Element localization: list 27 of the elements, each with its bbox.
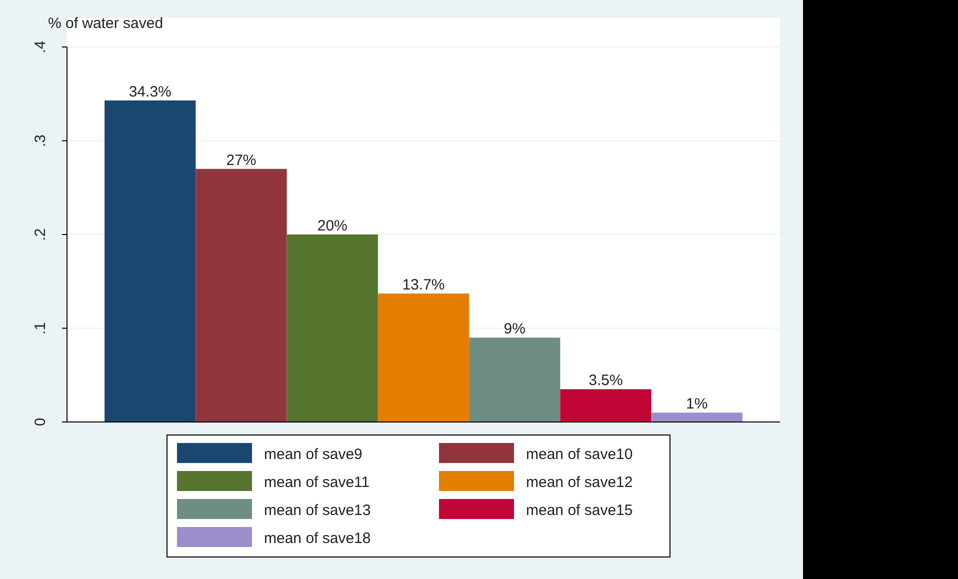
data-label: 27% [226,152,256,169]
legend-label: mean of save15 [526,502,633,519]
bar [104,100,196,422]
y-axis-title: % of water saved [48,15,164,32]
legend-label: mean of save10 [526,446,633,463]
data-label: 34.3% [128,83,172,100]
data-label: 3.5% [588,372,623,390]
data-label: 20% [317,218,348,234]
bar [651,412,742,422]
y-tick-label: .1 [32,322,49,335]
y-tick-label: .4 [32,40,49,54]
bar [378,294,470,422]
bar [196,168,287,422]
data-label: 9% [504,320,526,338]
bar [286,234,378,422]
y-tick-label: .2 [32,228,49,241]
legend-label: mean of save11 [264,474,370,491]
legend-label: mean of save9 [264,446,362,463]
bar [469,338,560,422]
legend-label: mean of save12 [526,474,633,491]
data-label: 1% [686,396,708,413]
bar [560,389,652,422]
y-tick-label: 0 [32,418,49,426]
legend-label: mean of save18 [264,530,371,547]
legend-label: mean of save13 [264,502,371,519]
data-label: 13.7% [402,276,445,294]
y-tick-label: .3 [32,134,49,148]
